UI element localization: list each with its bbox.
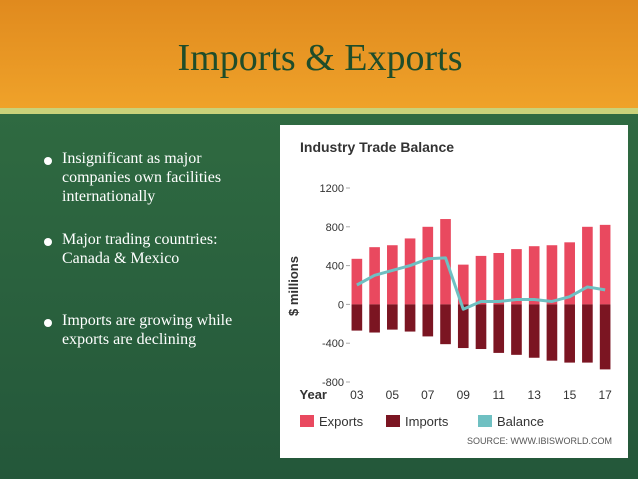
bar (351, 258, 363, 305)
bar (369, 304, 380, 333)
bar (599, 224, 611, 305)
bar (511, 304, 522, 355)
legend-label: Balance (497, 414, 544, 429)
x-tick-label: 03 (350, 388, 364, 402)
x-tick-label: 13 (528, 388, 542, 402)
legend-label: Exports (319, 414, 364, 429)
bar (404, 238, 416, 305)
y-tick-label: -400 (322, 338, 344, 350)
balance-line (356, 256, 606, 311)
y-axis-label: $ millions (286, 256, 301, 316)
source: SOURCE: WWW.IBISWORLD.COM (467, 436, 612, 446)
bullet-text: Imports are growing while exports are de… (62, 312, 233, 348)
y-tick-label: 0 (338, 299, 344, 311)
bar (351, 304, 363, 331)
y-tick-label: 800 (326, 222, 344, 234)
y-tick-label: 400 (326, 261, 344, 273)
bar (493, 304, 505, 353)
legend-swatch (386, 415, 400, 427)
legend-label: Imports (405, 414, 449, 429)
bar (404, 304, 416, 332)
bar (422, 226, 434, 305)
bar (528, 304, 540, 358)
y-tick-label: -800 (322, 377, 344, 389)
bar (387, 304, 398, 330)
x-tick-label: 15 (563, 388, 577, 402)
chart-panel (280, 125, 628, 458)
bar (582, 304, 593, 363)
bullet-dot (44, 157, 52, 165)
bullet-text: Insignificant as major companies own fac… (62, 150, 222, 205)
bar (457, 264, 469, 305)
bar (564, 242, 575, 305)
bar (440, 304, 451, 345)
bar (564, 304, 575, 363)
chart-title: Industry Trade Balance (300, 139, 454, 155)
bar (582, 226, 593, 305)
x-tick-label: 11 (492, 388, 505, 402)
divider (0, 108, 638, 114)
x-tick-label: 07 (421, 388, 435, 402)
x-tick-label: 17 (598, 388, 612, 402)
bullet-dot (44, 238, 52, 246)
bar (475, 304, 487, 350)
x-tick-label: 09 (457, 388, 471, 402)
header-band (0, 0, 638, 112)
y-tick-label: 1200 (320, 183, 344, 195)
legend-swatch (300, 415, 314, 427)
bar (493, 252, 505, 305)
x-axis-label: Year (300, 387, 327, 402)
legend-swatch (478, 415, 492, 427)
bullet-dot (44, 319, 52, 327)
bar (457, 304, 469, 349)
bar (546, 304, 558, 361)
bar (528, 246, 540, 305)
bar (475, 255, 487, 305)
bar (511, 249, 522, 305)
bar (546, 245, 558, 305)
bar (422, 304, 434, 337)
bar (387, 245, 398, 305)
bullet-text: Major trading countries: Canada & Mexico (62, 231, 218, 267)
x-tick-label: 05 (386, 388, 400, 402)
bar (599, 304, 611, 370)
slide-title: Imports & Exports (178, 37, 463, 79)
